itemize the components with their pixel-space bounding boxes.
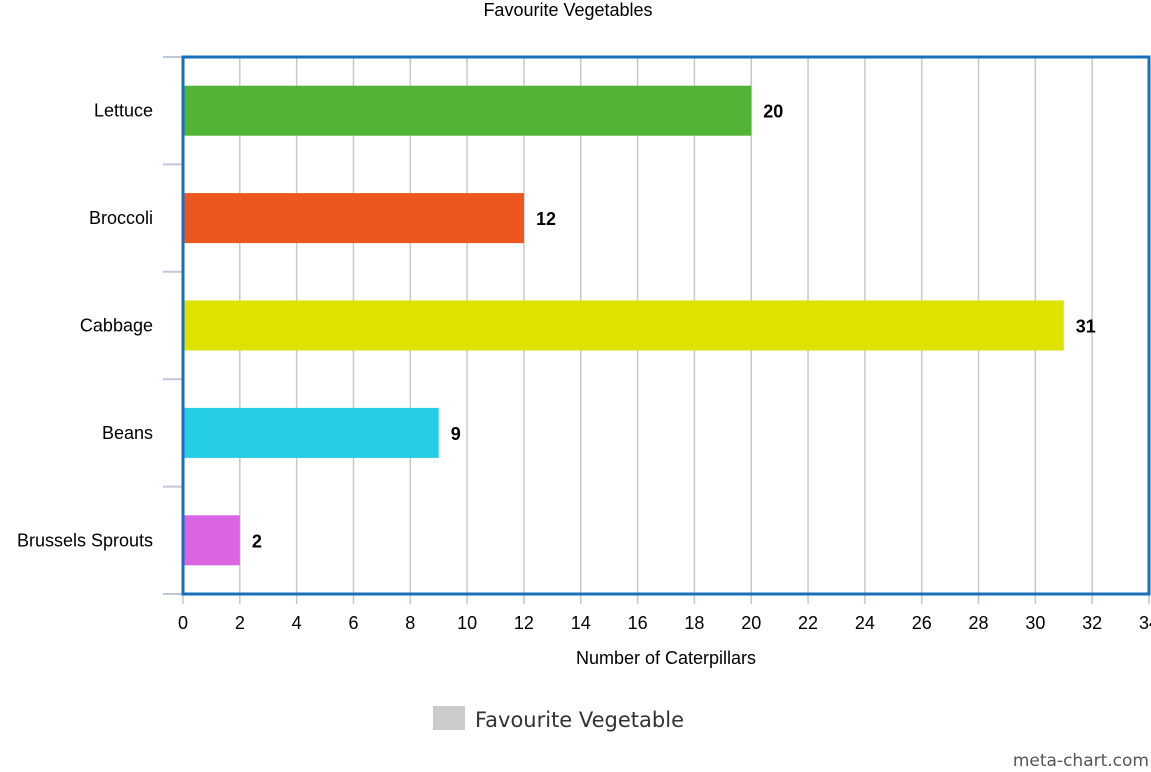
credit-text[interactable]: meta-chart.com (1013, 751, 1149, 771)
plot-border (181, 55, 1151, 596)
data-label: 20 (763, 102, 783, 122)
x-tick-label: 2 (235, 613, 245, 633)
x-tick-label: 28 (969, 613, 989, 633)
x-tick-label: 16 (628, 613, 648, 633)
legend[interactable]: Favourite Vegetable (433, 706, 684, 732)
x-tick-label: 30 (1025, 613, 1045, 633)
x-tick-label: 32 (1082, 613, 1102, 633)
x-tick-label: 24 (855, 613, 875, 633)
data-label: 2 (252, 531, 262, 551)
category-label: Brussels Sprouts (17, 530, 153, 550)
chart-title: Favourite Vegetables (483, 0, 652, 20)
legend-swatch (433, 706, 465, 730)
data-label: 12 (536, 209, 556, 229)
x-tick-label: 0 (178, 613, 188, 633)
x-tick-label: 10 (457, 613, 477, 633)
bar[interactable] (183, 300, 1064, 351)
x-tick-label: 14 (571, 613, 591, 633)
category-labels: Lettuce Broccoli Cabbage Beans Brussels Spro… (17, 101, 153, 551)
x-tick-label: 22 (798, 613, 818, 633)
x-tick-label: 6 (348, 613, 358, 633)
x-tick-label: 4 (292, 613, 302, 633)
bars: 20 12 31 9 2 (183, 85, 1096, 566)
data-label: 31 (1076, 317, 1096, 337)
x-tick-label: 34 (1139, 613, 1151, 633)
category-label: Cabbage (80, 316, 153, 336)
x-axis-title: Number of Caterpillars (576, 648, 756, 668)
x-tick-label: 26 (912, 613, 932, 633)
bar[interactable] (183, 193, 524, 244)
category-label: Broccoli (89, 208, 153, 228)
x-axis-ticks: 0246810121416182022242628303234 (163, 593, 1151, 633)
x-tick-label: 8 (405, 613, 415, 633)
x-tick-label: 18 (684, 613, 704, 633)
legend-label: Favourite Vegetable (475, 708, 684, 732)
bar[interactable] (183, 515, 240, 566)
bar[interactable] (183, 85, 752, 136)
x-tick-label: 20 (741, 613, 761, 633)
category-label: Beans (102, 423, 153, 443)
x-tick-label: 12 (514, 613, 534, 633)
bar[interactable] (183, 407, 439, 458)
category-label: Lettuce (94, 101, 153, 121)
data-label: 9 (451, 424, 461, 444)
